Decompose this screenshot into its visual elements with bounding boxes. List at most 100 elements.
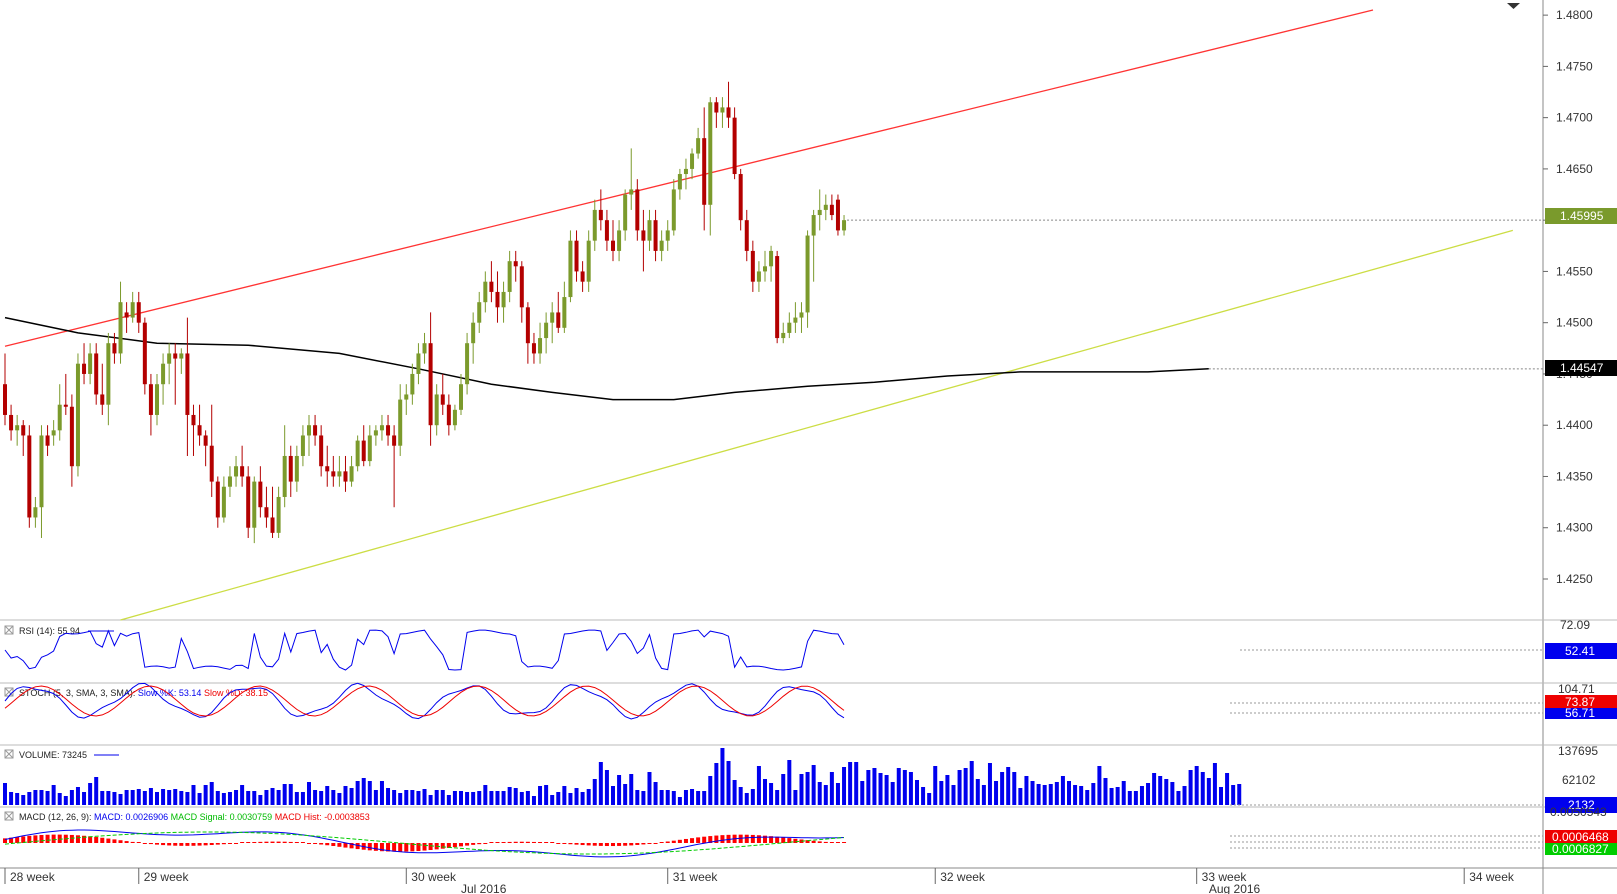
volume-bar [45, 791, 50, 805]
volume-bar [136, 789, 141, 805]
macd-hist-bar [264, 841, 269, 843]
volume-bar [787, 760, 792, 805]
volume-bar [623, 784, 628, 805]
macd-hist-bar [325, 843, 330, 846]
volume-bar [1067, 781, 1071, 805]
volume-bar [562, 786, 567, 805]
candle-body [538, 338, 543, 354]
candle-body [258, 481, 263, 508]
volume-bar [1164, 779, 1169, 805]
close-icon[interactable] [4, 749, 14, 759]
ma-badge: 1.44547 [1545, 360, 1617, 376]
macd-hist-bar [568, 843, 573, 845]
candle-body [811, 215, 816, 236]
volume-bar [811, 765, 816, 805]
volume-bar [756, 766, 761, 805]
macd-hist-bar [288, 841, 293, 843]
macd-hist-bar [215, 843, 220, 845]
volume-bar [556, 792, 561, 805]
macd-hist-bar [842, 842, 847, 843]
volume-bar [945, 775, 950, 805]
candle-body [325, 466, 330, 472]
volume-bar [720, 748, 725, 805]
chevron-down-icon[interactable] [1507, 3, 1520, 9]
macd-hist-bar [781, 837, 786, 843]
macd-hist-bar [538, 842, 543, 843]
volume-bar [769, 783, 774, 805]
volume-bar [653, 782, 658, 805]
volume-bar [848, 762, 853, 805]
candle-body [720, 107, 725, 113]
candle-body [361, 440, 366, 462]
volume-bar [866, 770, 871, 805]
rsi-top-tick: 72.09 [1560, 618, 1590, 632]
volume-bar [258, 795, 263, 805]
stoch-slow-k: Slow %K: 53.14 [138, 688, 202, 698]
volume-bar [975, 779, 980, 805]
candle-body [203, 435, 208, 446]
volume-bar [501, 791, 506, 805]
macd-hist-bar [446, 843, 451, 848]
candle-body [823, 204, 828, 210]
close-icon[interactable] [4, 625, 14, 635]
volume-bar [1073, 785, 1078, 805]
candle-body [465, 343, 470, 385]
volume-bar [951, 785, 956, 805]
volume-bar [452, 791, 457, 805]
volume-bar [106, 791, 111, 805]
macd-value: MACD: 0.0026906 [94, 812, 168, 822]
macd-hist-bar [404, 843, 409, 852]
volume-bar [398, 793, 403, 805]
volume-bar [440, 790, 445, 805]
rsi-label: RSI (14): 55.94 [19, 626, 80, 636]
volume-bar [987, 763, 992, 805]
volume-bar [1225, 773, 1230, 805]
candle-body [440, 394, 445, 405]
volume-bar [9, 792, 14, 805]
candle-body [136, 302, 141, 323]
candle-body [148, 384, 153, 415]
candle-body [27, 435, 32, 518]
candle-body [574, 240, 579, 272]
macd-hist-bar [15, 836, 20, 843]
macd-hist-bar [726, 834, 731, 843]
rsi-line [4, 629, 845, 671]
candle-body [513, 261, 518, 267]
candle-body [635, 189, 640, 231]
candle-body [386, 425, 391, 436]
rsi-badge: 52.41 [1565, 644, 1595, 658]
candle-body [604, 220, 609, 241]
macd-hist-bar [422, 843, 427, 851]
macd-hist-bar [337, 843, 342, 847]
macd-hist-bar [641, 843, 646, 845]
candle-body [367, 435, 372, 462]
volume-bar [404, 790, 409, 805]
macd-hist-bar [173, 843, 178, 846]
volume-bar [714, 763, 719, 805]
macd-hist-bar [45, 834, 50, 843]
close-icon[interactable] [4, 811, 14, 821]
volume-bar [307, 782, 311, 805]
macd-hist-bar [112, 839, 117, 843]
volume-badge: 2132 [1568, 798, 1595, 812]
macd-hist-bar [471, 843, 476, 845]
candle-body [489, 281, 494, 292]
candle-body [714, 102, 719, 113]
y-tick-label: 1.4250 [1556, 572, 1593, 586]
stoch-badge-d: 73.87 [1565, 695, 1595, 709]
macd-hist-bar [398, 843, 403, 852]
candle-body [75, 363, 80, 467]
volume-bar [574, 788, 579, 805]
volume-bar [1219, 787, 1223, 805]
volume-bar [434, 790, 439, 805]
macd-label-prefix: MACD (12, 26, 9): [19, 812, 92, 822]
candle-body [21, 425, 26, 436]
macd-hist-bar [88, 836, 93, 843]
volume-bar [373, 790, 378, 805]
volume-bar [82, 792, 87, 805]
volume-bar [349, 788, 354, 805]
volume-bar [544, 785, 549, 805]
volume-bar [179, 791, 184, 805]
volume-bar [878, 773, 883, 805]
volume-mid-tick: 62102 [1562, 773, 1596, 787]
